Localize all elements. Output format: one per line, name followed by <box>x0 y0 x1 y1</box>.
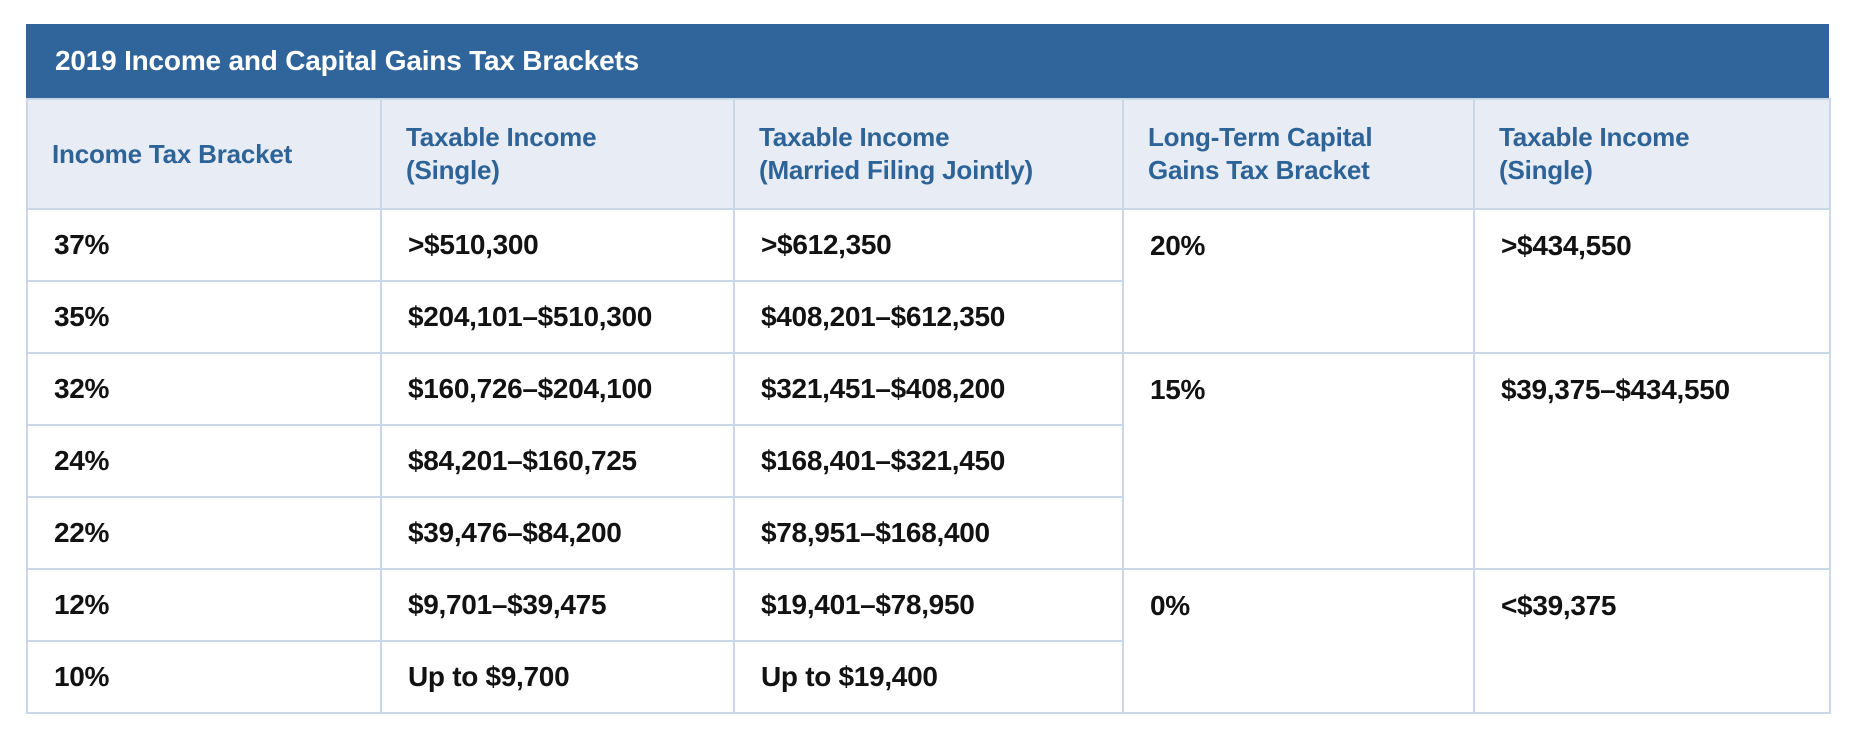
table-title: 2019 Income and Capital Gains Tax Bracke… <box>55 45 640 76</box>
income-bracket-cell: 22% <box>26 496 382 570</box>
taxable-married-cell: $78,951–$168,400 <box>733 496 1124 570</box>
capital-gains-bracket-cell: 20% <box>1122 208 1475 354</box>
header-line: Long-Term Capital <box>1148 122 1373 152</box>
taxable-married-cell: $408,201–$612,350 <box>733 280 1124 354</box>
header-line: Taxable Income <box>759 122 950 152</box>
header-line: Taxable Income <box>406 122 597 152</box>
income-bracket-cell: 24% <box>26 424 382 498</box>
tax-brackets-grid: Income Tax Bracket Taxable Income (Singl… <box>26 98 1831 714</box>
income-bracket-cell: 35% <box>26 280 382 354</box>
capital-gains-income-cell: >$434,550 <box>1473 208 1831 354</box>
header-line: Gains Tax Bracket <box>1148 155 1370 185</box>
taxable-married-cell: Up to $19,400 <box>733 640 1124 714</box>
taxable-single-cell: $9,701–$39,475 <box>380 568 735 642</box>
taxable-single-cell: >$510,300 <box>380 208 735 282</box>
table-row: 37% >$510,300 >$612,350 20% >$434,550 <box>26 208 1831 354</box>
table-row: 32% $160,726–$204,100 $321,451–$408,200 … <box>26 352 1831 570</box>
tax-brackets-table: 2019 Income and Capital Gains Tax Bracke… <box>26 24 1831 714</box>
table-row: 24% $84,201–$160,725 $168,401–$321,450 <box>26 424 1830 498</box>
taxable-single-cell: $160,726–$204,100 <box>380 352 735 426</box>
capital-gains-income-cell: <$39,375 <box>1473 568 1831 714</box>
table-row: 10% Up to $9,700 Up to $19,400 <box>26 640 1830 714</box>
capital-gains-income-cell: $39,375–$434,550 <box>1473 352 1831 570</box>
table-row: 12% $9,701–$39,475 $19,401–$78,950 0% <$… <box>26 568 1831 714</box>
taxable-married-cell: >$612,350 <box>733 208 1124 282</box>
header-line: (Single) <box>1499 155 1593 185</box>
taxable-single-cell: $39,476–$84,200 <box>380 496 735 570</box>
header-row: Income Tax Bracket Taxable Income (Singl… <box>26 98 1831 210</box>
col-header-income-tax-bracket: Income Tax Bracket <box>26 98 382 210</box>
taxable-married-cell: $19,401–$78,950 <box>733 568 1124 642</box>
taxable-single-cell: Up to $9,700 <box>380 640 735 714</box>
income-bracket-cell: 10% <box>26 640 382 714</box>
taxable-married-cell: $168,401–$321,450 <box>733 424 1124 498</box>
header-line: Taxable Income <box>1499 122 1690 152</box>
capital-gains-bracket-cell: 15% <box>1122 352 1475 570</box>
header-line: (Married Filing Jointly) <box>759 155 1033 185</box>
table-title-bar: 2019 Income and Capital Gains Tax Bracke… <box>26 24 1829 98</box>
col-header-capital-gains-bracket: Long-Term Capital Gains Tax Bracket <box>1122 98 1475 210</box>
income-bracket-cell: 37% <box>26 208 382 282</box>
taxable-married-cell: $321,451–$408,200 <box>733 352 1124 426</box>
taxable-single-cell: $204,101–$510,300 <box>380 280 735 354</box>
col-header-capital-gains-taxable-income-single: Taxable Income (Single) <box>1473 98 1831 210</box>
income-bracket-cell: 12% <box>26 568 382 642</box>
col-header-taxable-income-single: Taxable Income (Single) <box>380 98 735 210</box>
taxable-single-cell: $84,201–$160,725 <box>380 424 735 498</box>
col-header-taxable-income-married: Taxable Income (Married Filing Jointly) <box>733 98 1124 210</box>
table-row: 22% $39,476–$84,200 $78,951–$168,400 <box>26 496 1830 570</box>
header-line: (Single) <box>406 155 500 185</box>
capital-gains-bracket-cell: 0% <box>1122 568 1475 714</box>
table-row: 35% $204,101–$510,300 $408,201–$612,350 <box>26 280 1830 354</box>
header-line: Income Tax Bracket <box>52 138 293 169</box>
income-bracket-cell: 32% <box>26 352 382 426</box>
